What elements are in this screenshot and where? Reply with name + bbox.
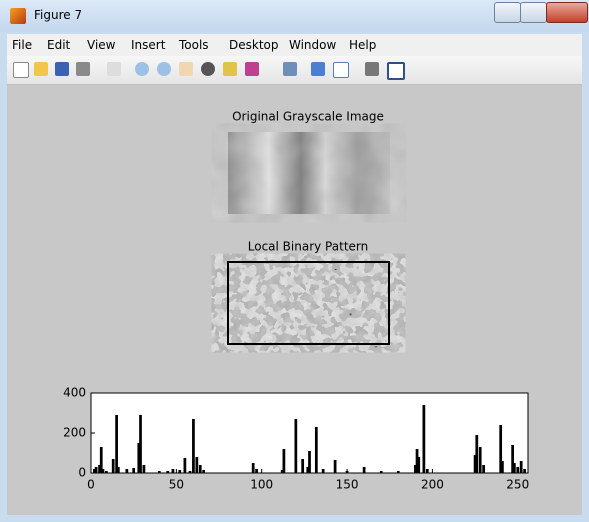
x-tick-label: 150 [336, 478, 359, 492]
hide-tools-button[interactable] [365, 62, 379, 76]
menu-item[interactable]: Tools [179, 38, 209, 52]
pointer-button[interactable] [107, 62, 121, 76]
bar [417, 457, 420, 473]
pan-button[interactable] [179, 62, 193, 76]
bar [363, 467, 366, 473]
bar [426, 469, 429, 473]
x-tick-label: 100 [250, 478, 273, 492]
menu-bar: File Edit View Insert Tools Desktop Wind… [7, 34, 582, 56]
bar [482, 465, 485, 473]
bar [117, 467, 120, 473]
minimize-button[interactable] [494, 2, 521, 23]
title-bar: Figure 7 [0, 0, 589, 32]
show-tools-button[interactable] [387, 62, 405, 80]
toolbar [7, 56, 582, 85]
figure-canvas: Original Grayscale Image Local Binary Pa… [7, 85, 582, 515]
bar [139, 415, 142, 473]
print-button[interactable] [76, 62, 90, 76]
maximize-button[interactable] [520, 2, 547, 23]
image-title: Local Binary Pattern [248, 240, 368, 254]
bar [513, 463, 516, 473]
bar [322, 469, 325, 473]
bar [294, 419, 297, 473]
window-title: Figure 7 [34, 8, 82, 22]
bar [479, 447, 482, 473]
bar [132, 468, 135, 473]
window: Figure 7 File Edit View Insert Tools Des… [0, 0, 589, 522]
brush-button[interactable] [245, 62, 259, 76]
link-button[interactable] [283, 62, 297, 76]
bar [523, 469, 526, 473]
y-tick-label: 200 [63, 426, 86, 440]
save-button[interactable] [55, 62, 69, 76]
bar [143, 465, 146, 473]
data-cursor-button[interactable] [223, 62, 237, 76]
y-tick-label: 0 [78, 466, 86, 480]
histogram-axes: 0 200 400 0 50 100 150 200 250 [63, 386, 529, 492]
bar [501, 461, 504, 473]
bar [315, 427, 318, 473]
grayscale-texture [228, 132, 390, 214]
bar [184, 458, 187, 473]
lbp-image [228, 262, 389, 344]
bar [115, 415, 118, 473]
bar [475, 435, 478, 473]
bar [423, 405, 426, 473]
menu-item[interactable]: Desktop [229, 38, 279, 52]
x-tick-label: 200 [421, 478, 444, 492]
zoom-in-button[interactable] [135, 62, 149, 76]
bar [102, 469, 105, 473]
app-icon [10, 8, 26, 24]
y-tick-label: 400 [63, 386, 86, 400]
figure-area: Original Grayscale Image Local Binary Pa… [7, 85, 582, 515]
bar [255, 469, 258, 473]
bar [125, 469, 128, 473]
bar [301, 459, 304, 473]
menu-item[interactable]: Edit [47, 38, 70, 52]
menu-item[interactable]: Help [349, 38, 376, 52]
bar [283, 449, 286, 473]
rotate-button[interactable] [201, 62, 215, 76]
legend-button[interactable] [333, 62, 349, 78]
new-button[interactable] [13, 62, 29, 78]
menu-item[interactable]: View [87, 38, 115, 52]
menu-item[interactable]: File [12, 38, 32, 52]
bar [192, 419, 195, 473]
bar [334, 460, 337, 473]
bar [195, 457, 198, 473]
bar [172, 469, 175, 473]
close-button[interactable] [546, 2, 588, 23]
bar [520, 461, 523, 473]
x-tick-label: 50 [169, 478, 184, 492]
open-button[interactable] [34, 62, 48, 76]
bar [252, 463, 255, 473]
colorbar-button[interactable] [311, 62, 325, 76]
bar [95, 467, 98, 473]
menu-item[interactable]: Window [289, 38, 336, 52]
bar [308, 451, 311, 473]
bar [112, 459, 115, 473]
zoom-out-button[interactable] [157, 62, 171, 76]
menu-item[interactable]: Insert [131, 38, 165, 52]
x-tick-label: 250 [506, 478, 529, 492]
image-title: Original Grayscale Image [232, 110, 384, 124]
x-tick-label: 0 [87, 478, 95, 492]
bar [199, 465, 202, 473]
